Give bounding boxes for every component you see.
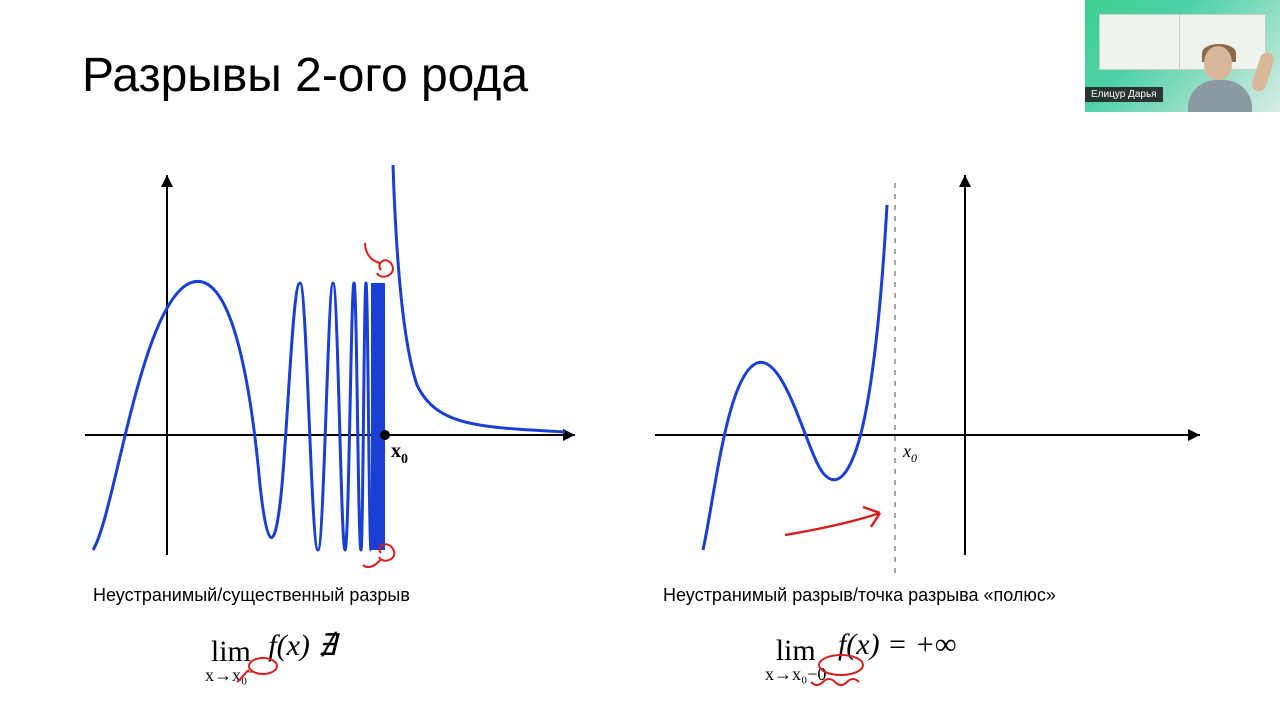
presenter-silhouette xyxy=(1182,42,1262,112)
left-plot: x0 xyxy=(85,155,580,575)
right-panel: x0 Неустранимый разрыв/точка разрыва «по… xyxy=(655,155,1205,595)
page-title: Разрывы 2-ого рода xyxy=(82,48,528,103)
left-caption: Неустранимый/существенный разрыв xyxy=(93,585,410,606)
curve-oscillating xyxy=(93,281,371,550)
red-circle-right xyxy=(799,652,889,700)
oscillation-block xyxy=(371,283,385,550)
axes xyxy=(85,175,575,555)
left-panel: x0 Неустранимый/существенный разрыв xyxy=(85,155,580,595)
formula-left: lim x→x₀⁻ f(x) ∄ xyxy=(205,628,336,686)
axes xyxy=(655,175,1200,555)
x0-label: x0 xyxy=(391,440,408,467)
red-arrow xyxy=(785,507,880,535)
formula-right: lim x→x₀−0 f(x) = +∞ xyxy=(765,628,956,685)
right-plot: x0 xyxy=(655,155,1205,585)
right-caption: Неустранимый разрыв/точка разрыва «полюс… xyxy=(663,585,1056,606)
curve-right-branch xyxy=(393,165,565,432)
webcam-thumbnail: Елицур Дарья xyxy=(1085,0,1280,112)
red-circle-left xyxy=(235,652,295,688)
x0-label-right: x0 xyxy=(902,441,917,465)
x0-marker xyxy=(380,430,390,440)
curve-pole xyxy=(703,205,887,550)
webcam-name-label: Елицур Дарья xyxy=(1085,87,1163,102)
